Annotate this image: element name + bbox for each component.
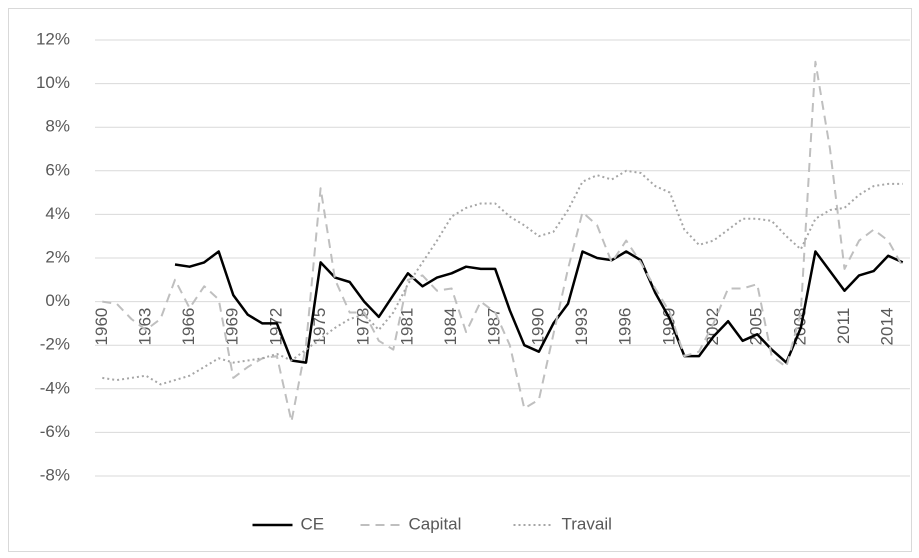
x-tick-label: 1975	[310, 308, 329, 346]
x-tick-label: 1999	[659, 308, 678, 346]
x-tick-label: 1966	[179, 308, 198, 346]
legend-label: Capital	[409, 514, 462, 533]
chart-border	[8, 8, 912, 552]
y-tick-label: 10%	[36, 73, 70, 92]
series-line	[174, 250, 904, 364]
y-tick-label: -4%	[40, 378, 70, 397]
x-tick-label: 2011	[834, 308, 853, 345]
x-tick-label: 1987	[485, 308, 504, 346]
y-tick-label: 12%	[36, 29, 70, 48]
y-tick-label: -6%	[40, 422, 70, 441]
x-tick-label: 1981	[397, 308, 416, 346]
x-tick-label: 1969	[223, 308, 242, 346]
y-tick-label: -8%	[40, 465, 70, 484]
y-tick-label: -2%	[40, 335, 70, 354]
y-tick-label: 6%	[45, 160, 70, 179]
x-tick-label: 1993	[572, 308, 591, 346]
y-tick-label: 2%	[45, 247, 70, 266]
series-line	[102, 60, 904, 423]
x-tick-label: 1984	[441, 308, 460, 346]
x-tick-label: 1990	[528, 308, 547, 346]
x-tick-label: 1963	[135, 308, 154, 346]
y-tick-label: 4%	[45, 204, 70, 223]
y-tick-label: 8%	[45, 117, 70, 136]
y-tick-label: 0%	[45, 291, 70, 310]
x-tick-label: 1996	[616, 308, 635, 346]
legend-label: CE	[301, 514, 325, 533]
x-tick-label: 1960	[92, 308, 111, 346]
series-line	[102, 169, 903, 386]
x-tick-label: 2014	[878, 308, 897, 346]
legend-label: Travail	[562, 514, 612, 533]
